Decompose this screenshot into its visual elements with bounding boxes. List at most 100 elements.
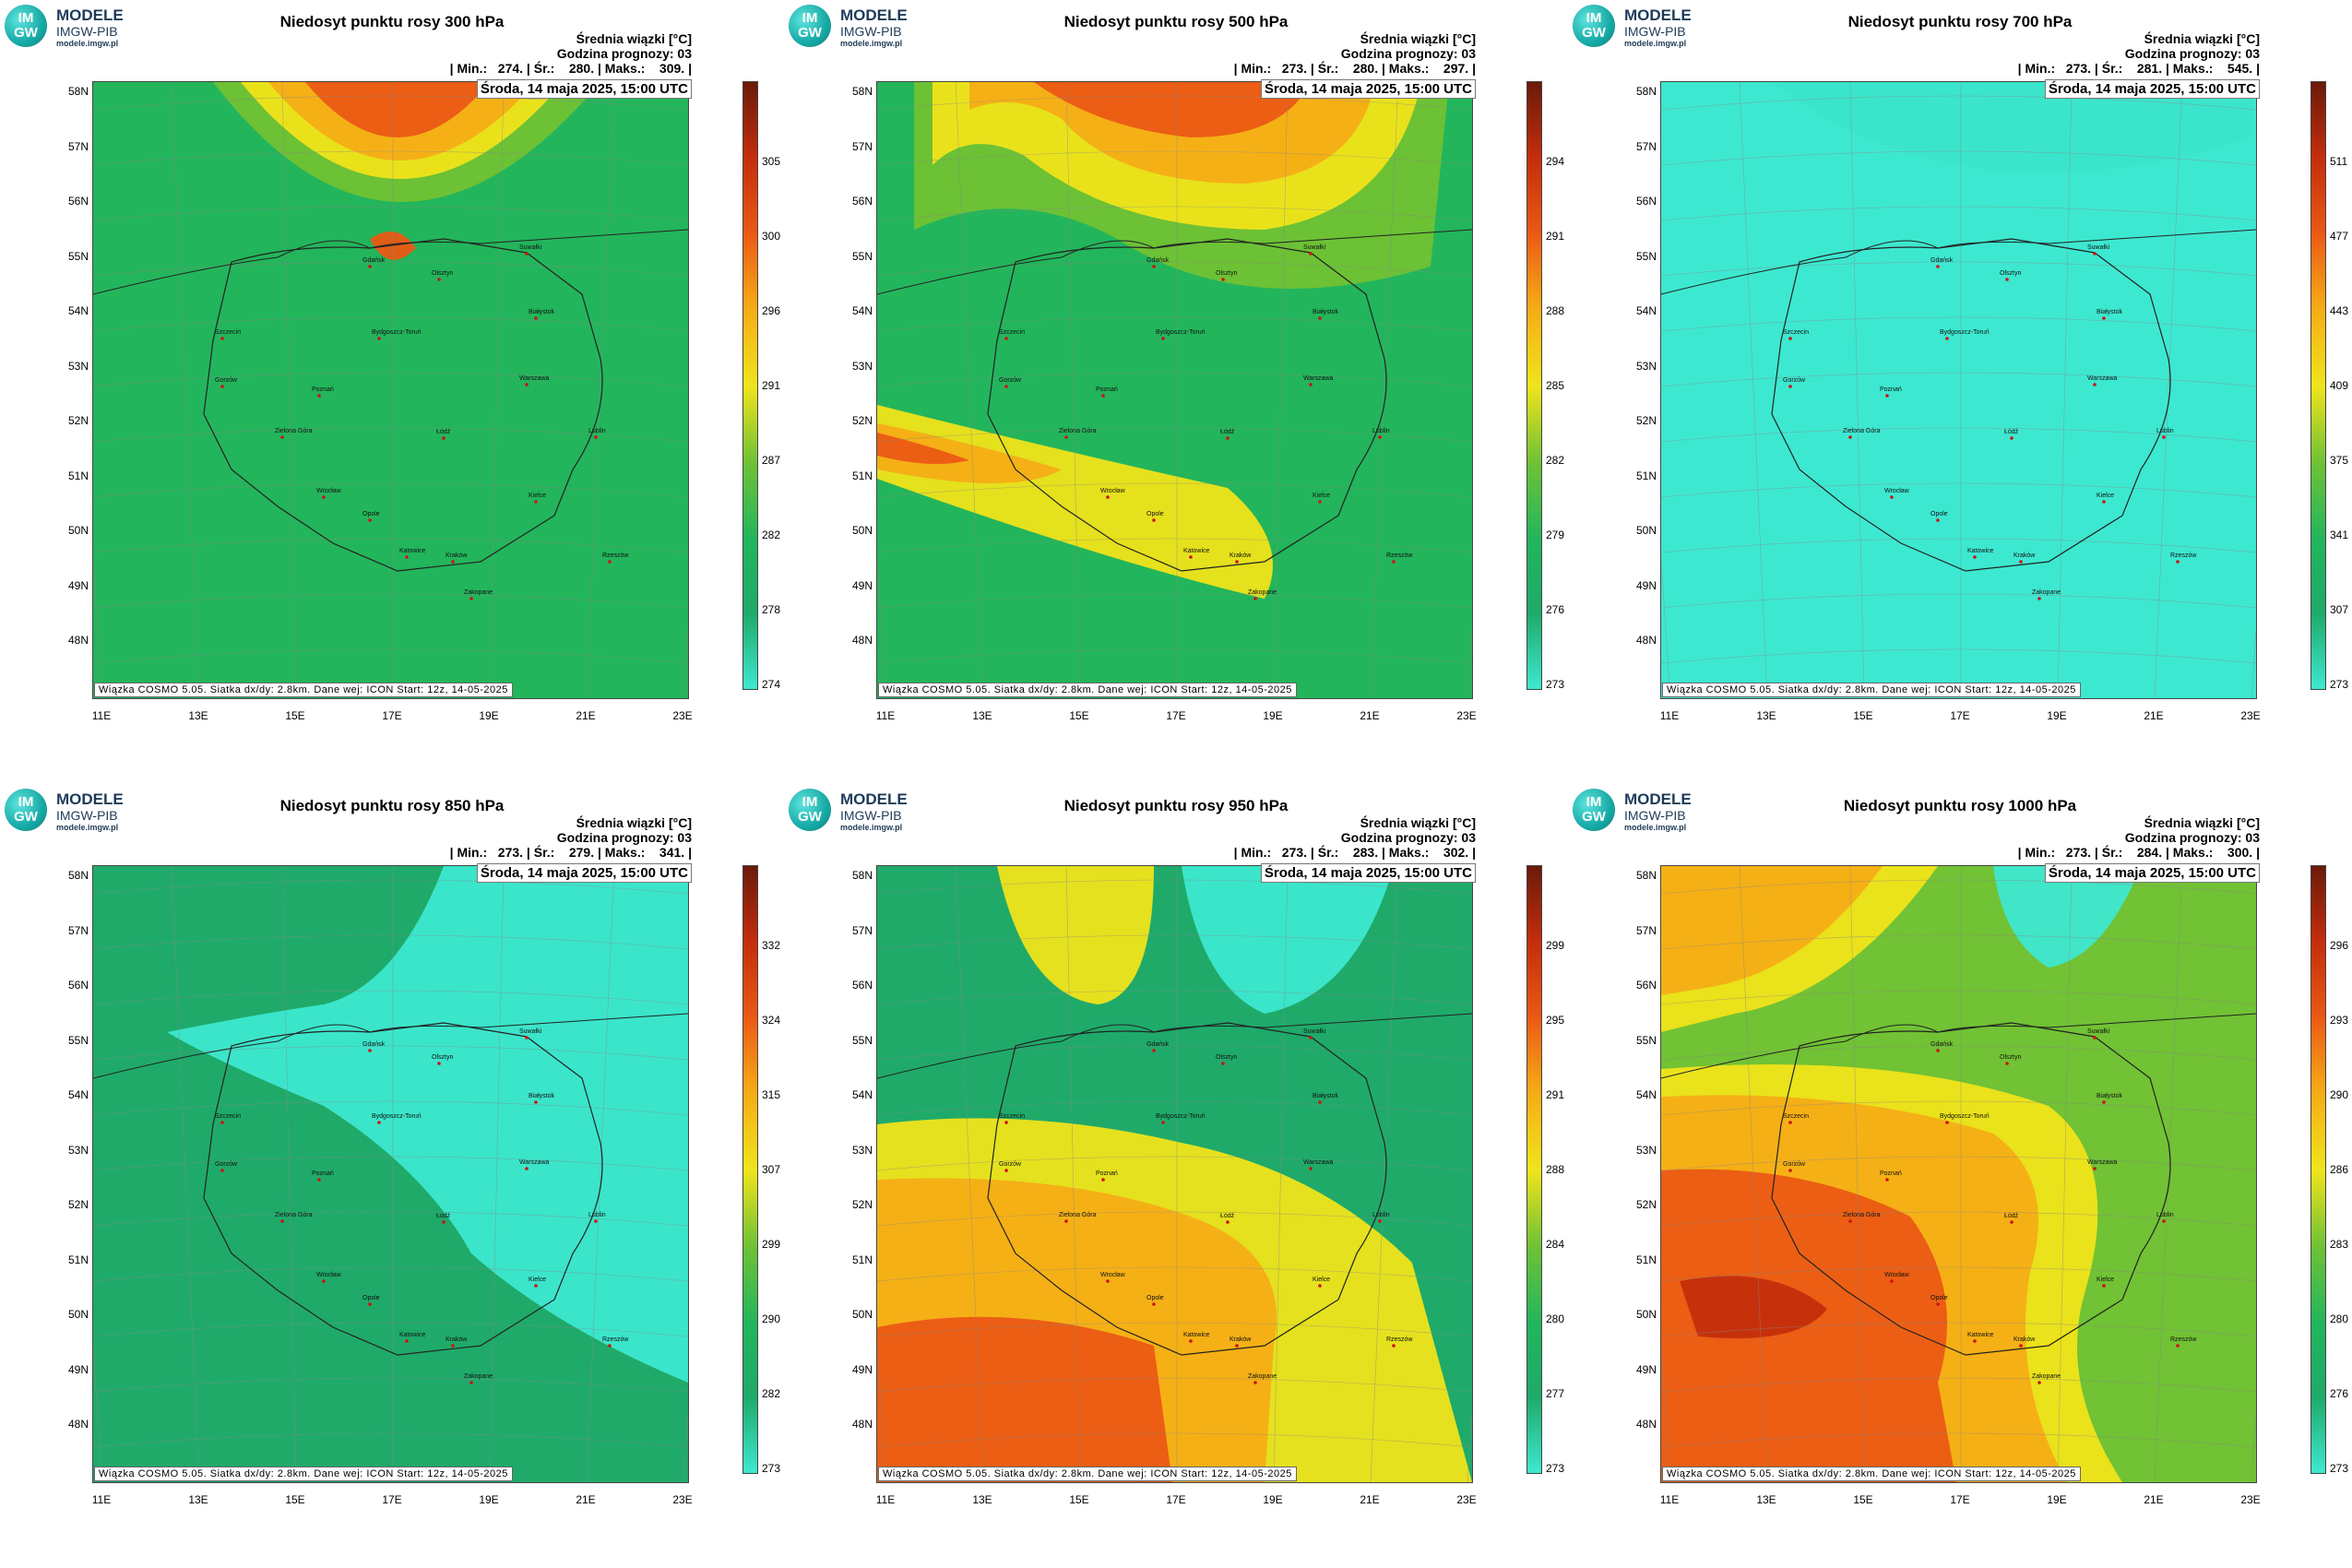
city-label: Łódź <box>1220 429 1235 435</box>
latitude-label: 55N <box>1635 1033 1657 1047</box>
city-label: Warszawa <box>519 1159 550 1166</box>
city-marker <box>1253 1381 1257 1384</box>
longitude-label: 11E <box>91 1493 112 1506</box>
ensemble-label: Średnia wiązki [°C] <box>1360 31 1476 46</box>
latitude-label: 52N <box>67 1198 89 1211</box>
colorbar <box>1526 865 1542 1474</box>
colorbar-tick: 305 <box>762 155 781 168</box>
city-label: Zielona Góra <box>1843 428 1881 434</box>
latitude-line <box>93 990 688 1005</box>
city-label: Warszawa <box>519 375 550 382</box>
footer-note: Wiązka COSMO 5.05. Siatka dx/dy: 2.8km. … <box>1662 1467 2081 1481</box>
field-map: Gdańsk Olsztyn Suwałki Białystok Szczecin Byd… <box>877 866 1472 1482</box>
colorbar-tick: 332 <box>762 939 781 952</box>
city-marker <box>2010 1220 2013 1224</box>
city-marker <box>1788 1121 1792 1124</box>
logo-mark-top: IM <box>1586 794 1602 810</box>
latitude-line <box>877 648 1472 664</box>
city-label: Lublin <box>588 1212 606 1218</box>
colorbar-tick: 291 <box>1546 230 1565 243</box>
longitude-line <box>1370 82 1399 698</box>
city-marker <box>1945 1121 1949 1124</box>
city-label: Olsztyn <box>1216 1054 1237 1061</box>
city-marker <box>2102 500 2106 504</box>
logo-line1: MODELE <box>1624 790 1692 808</box>
coastline <box>1661 1013 2256 1079</box>
city-marker <box>1152 1302 1156 1306</box>
colorbar-tick: 294 <box>1546 155 1565 168</box>
logo-line2: IMGW-PIB <box>56 24 118 39</box>
city-label: Poznań <box>1096 1170 1118 1177</box>
city-label: Gdańsk <box>362 1041 386 1048</box>
logo-line3: modele.imgw.pl <box>840 823 903 832</box>
city-marker <box>1309 1036 1313 1039</box>
city-marker <box>1189 555 1193 559</box>
city-label: Poznań <box>1096 386 1118 393</box>
city-marker <box>280 435 284 439</box>
city-marker <box>2102 1100 2106 1104</box>
logo-mark-bottom: GW <box>798 25 822 41</box>
footer-note: Wiązka COSMO 5.05. Siatka dx/dy: 2.8km. … <box>94 1467 513 1481</box>
city-marker <box>1848 1219 1852 1223</box>
colorbar-tick: 282 <box>762 1387 781 1400</box>
colorbar-tick: 341 <box>2330 529 2349 541</box>
city-marker <box>1152 265 1156 268</box>
longitude-label: 21E <box>1360 1493 1380 1506</box>
country-border <box>987 238 1387 572</box>
coastline <box>93 229 688 295</box>
latitude-line <box>1661 1211 2256 1227</box>
city-label: Kraków <box>1229 552 1252 559</box>
latitude-line <box>93 1211 688 1227</box>
latitude-line <box>1661 150 2256 166</box>
field-region <box>997 866 1154 1004</box>
valid-date: Środa, 14 maja 2025, 15:00 UTC <box>1260 863 1476 883</box>
logo-mark-bottom: GW <box>1582 809 1606 825</box>
city-label: Suwałki <box>519 244 542 251</box>
imgw-logo: IM GW MODELE IMGW-PIB modele.imgw.pl <box>5 789 161 833</box>
latitude-label: 49N <box>851 1362 873 1376</box>
city-label: Warszawa <box>2087 375 2118 382</box>
city-marker <box>2019 560 2023 564</box>
city-label: Kielce <box>1313 1277 1330 1283</box>
city-label: Białystok <box>1313 309 1339 315</box>
field-region <box>1661 82 2256 698</box>
field-region <box>1993 866 2141 968</box>
city-label: Bydgoszcz-Toruń <box>1940 1113 1990 1120</box>
city-marker <box>451 560 455 564</box>
city-label: Bydgoszcz-Toruń <box>372 1113 422 1120</box>
latitude-line <box>877 1377 1472 1393</box>
latitude-line <box>93 95 688 111</box>
colorbar-tick: 286 <box>2330 1163 2349 1176</box>
logo-icon: IM GW <box>789 5 831 47</box>
latitude-label: 57N <box>1635 139 1657 153</box>
longitude-line <box>1065 82 1081 698</box>
field-region <box>1680 1276 1827 1338</box>
colorbar-tick: 307 <box>2330 603 2349 616</box>
latitude-line <box>1661 1377 2256 1393</box>
latitude-label: 54N <box>1635 304 1657 317</box>
city-label: Łódź <box>436 429 451 435</box>
city-marker <box>1318 1284 1322 1288</box>
city-marker <box>442 1220 445 1224</box>
forecast-hour: Godzina prognozy: 03 <box>2124 46 2260 61</box>
logo-mark-bottom: GW <box>14 809 38 825</box>
map-panel: IM GW MODELE IMGW-PIB modele.imgw.pl Nie… <box>784 784 1568 1568</box>
longitude-label: 13E <box>1756 1493 1776 1506</box>
city-marker <box>1106 495 1110 499</box>
stats-line: | Min.: 274. | Śr.: 280. | Maks.: 309. | <box>449 61 692 76</box>
latitude-line <box>93 261 688 277</box>
colorbar-tick: 290 <box>2330 1088 2349 1101</box>
city-label: Lublin <box>588 428 606 434</box>
latitude-label: 52N <box>67 414 89 427</box>
city-marker <box>1936 265 1940 268</box>
colorbar-tick: 307 <box>762 1163 781 1176</box>
city-label: Warszawa <box>2087 1159 2118 1166</box>
city-marker <box>1318 1100 1322 1104</box>
city-marker <box>220 385 224 388</box>
city-label: Szczecin <box>1783 329 1809 336</box>
latitude-label: 49N <box>1635 1362 1657 1376</box>
city-marker <box>377 337 381 340</box>
city-marker <box>2176 560 2180 564</box>
latitude-label: 55N <box>851 249 873 263</box>
city-label: Szczecin <box>999 329 1025 336</box>
